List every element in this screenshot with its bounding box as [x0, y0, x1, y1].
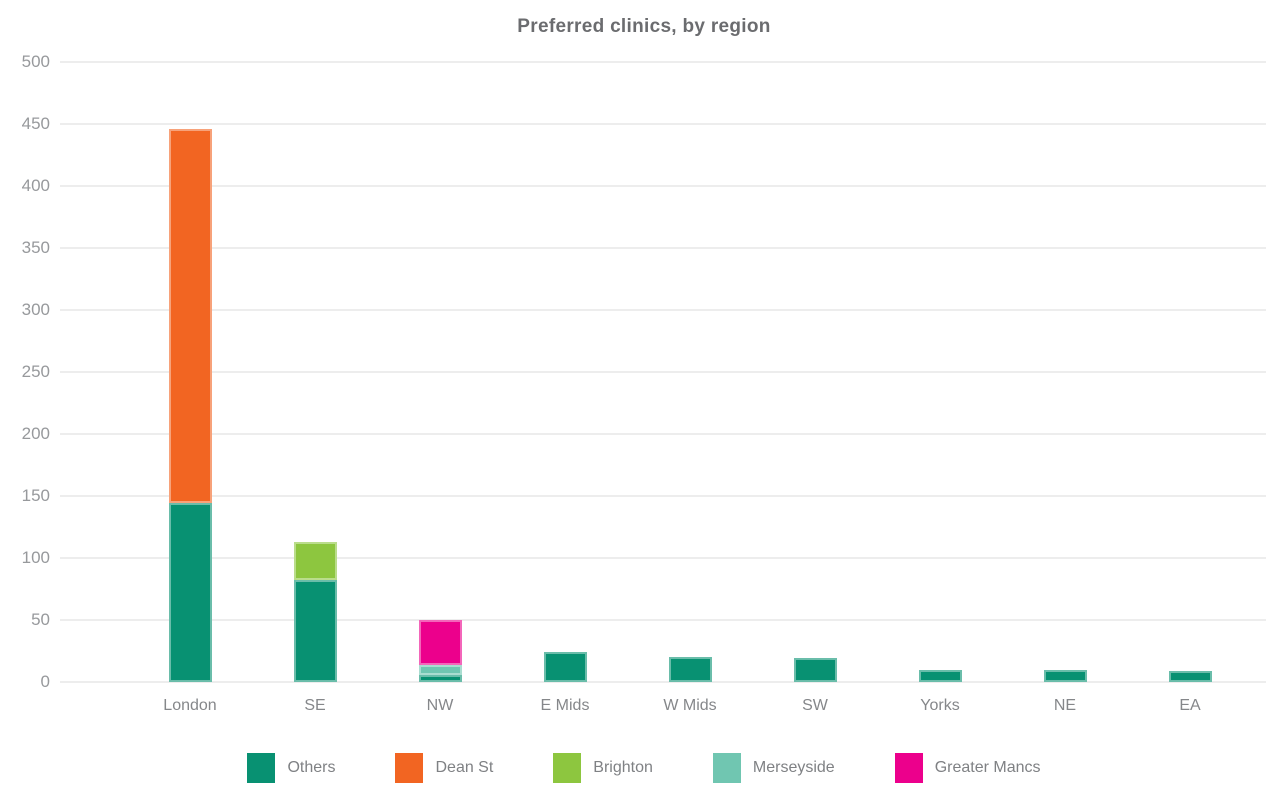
x-tick-label-w-mids: W Mids	[663, 697, 717, 714]
x-tick-label-london: London	[163, 697, 217, 714]
x-tick-label-sw: SW	[802, 697, 828, 714]
bar-segment-greater-mancs-nw[interactable]	[418, 620, 462, 665]
gridline-150	[60, 495, 1266, 497]
bar-segment-others-london[interactable]	[168, 503, 212, 682]
y-tick-label-500: 500	[21, 52, 50, 71]
x-tick-label-se: SE	[304, 697, 326, 714]
y-tick-label-350: 350	[21, 238, 50, 257]
gridline-200	[60, 433, 1266, 435]
legend-item-others[interactable]: Others	[247, 753, 335, 783]
bar-segment-others-ea[interactable]	[1168, 670, 1212, 682]
legend-swatch-greater-mancs	[894, 753, 923, 783]
gridline-250	[60, 371, 1266, 373]
legend-swatch-merseyside	[712, 753, 741, 783]
x-tick-label-ne: NE	[1053, 697, 1077, 714]
chart-title: Preferred clinics, by region	[517, 16, 771, 37]
legend-item-dean-st[interactable]: Dean St	[395, 753, 493, 783]
y-tick-label-0: 0	[40, 672, 50, 691]
y-tick-label-150: 150	[21, 486, 50, 505]
gridline-450	[60, 123, 1266, 125]
legend-item-merseyside[interactable]: Merseyside	[712, 753, 835, 783]
bar-segment-others-e-mids[interactable]	[543, 652, 587, 682]
legend: Others Dean St Brighton Merseyside Greater M…	[0, 750, 1288, 786]
gridline-400	[60, 185, 1266, 187]
x-tick-label-nw: NW	[426, 697, 454, 714]
legend-label: Greater Mancs	[934, 759, 1041, 776]
legend-item-greater-mancs[interactable]: Greater Mancs	[894, 753, 1041, 783]
gridline-0	[60, 681, 1266, 683]
legend-label: Brighton	[593, 759, 653, 776]
legend-label: Dean St	[435, 759, 494, 776]
bar-segment-others-sw[interactable]	[793, 658, 837, 682]
y-tick-label-50: 50	[31, 610, 50, 629]
x-tick-label-e-mids: E Mids	[540, 697, 590, 714]
bar-segment-brighton-se[interactable]	[293, 541, 337, 581]
x-tick-label-ea: EA	[1179, 697, 1201, 714]
bar-segment-merseyside-nw[interactable]	[418, 664, 462, 675]
bar-segment-others-ne[interactable]	[1043, 669, 1087, 682]
gridline-50	[60, 619, 1266, 621]
bar-segment-others-yorks[interactable]	[918, 669, 962, 682]
y-tick-label-200: 200	[21, 424, 50, 443]
y-tick-label-250: 250	[21, 362, 50, 381]
y-tick-label-100: 100	[21, 548, 50, 567]
x-tick-label-yorks: Yorks	[920, 697, 960, 714]
y-tick-label-300: 300	[21, 300, 50, 319]
legend-swatch-brighton	[553, 753, 582, 783]
bar-segment-others-w-mids[interactable]	[668, 657, 712, 682]
gridline-300	[60, 309, 1266, 311]
legend-item-brighton[interactable]: Brighton	[553, 753, 653, 783]
y-tick-label-400: 400	[21, 176, 50, 195]
gridline-500	[60, 61, 1266, 63]
gridline-100	[60, 557, 1266, 559]
legend-label: Others	[287, 759, 336, 776]
legend-label: Merseyside	[752, 759, 835, 776]
gridline-350	[60, 247, 1266, 249]
legend-swatch-others	[247, 753, 276, 783]
legend-swatch-dean-st	[395, 753, 424, 783]
bar-segment-dean-st-london[interactable]	[168, 128, 212, 504]
bar-segment-others-nw[interactable]	[418, 674, 462, 682]
bar-segment-others-se[interactable]	[293, 580, 337, 682]
y-tick-label-450: 450	[21, 114, 50, 133]
